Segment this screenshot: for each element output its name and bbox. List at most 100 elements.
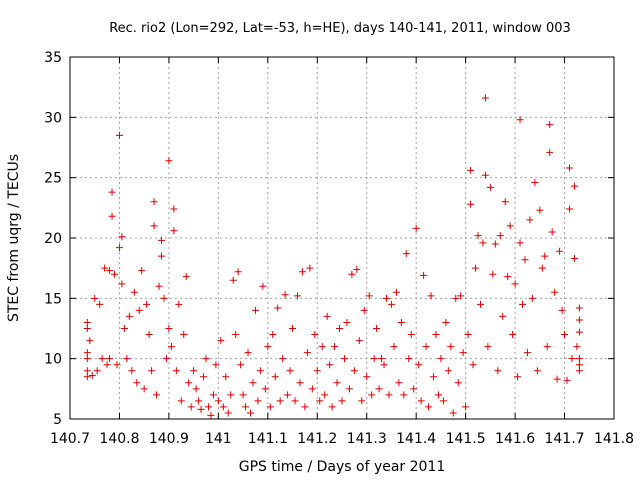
- data-point: [232, 331, 240, 339]
- axes-ticks: 140.7 140.8 140.9 141 141.1 141.2 141.3 141.4 14…: [44, 50, 634, 447]
- data-point: [326, 361, 334, 369]
- data-point: [548, 228, 556, 236]
- data-point: [373, 325, 381, 332]
- data-point: [311, 331, 319, 339]
- data-point: [531, 178, 539, 186]
- data-point: [467, 166, 475, 174]
- data-points: [83, 94, 583, 419]
- data-point: [481, 171, 489, 179]
- data-point: [111, 270, 119, 278]
- data-point: [177, 397, 185, 405]
- data-point: [209, 391, 217, 399]
- data-point: [464, 331, 472, 339]
- data-point: [565, 205, 573, 213]
- data-point: [447, 343, 455, 351]
- data-point: [115, 244, 123, 252]
- data-point: [563, 376, 571, 384]
- data-point: [224, 409, 232, 417]
- data-point: [108, 212, 116, 220]
- data-point: [279, 355, 287, 363]
- data-point: [135, 306, 143, 314]
- data-point: [546, 148, 554, 156]
- data-point: [249, 379, 257, 387]
- data-point: [165, 325, 173, 332]
- data-point: [247, 409, 255, 417]
- data-point: [130, 288, 138, 296]
- data-point: [190, 367, 198, 375]
- y-tick-label: 10: [44, 352, 62, 368]
- data-point: [481, 94, 489, 102]
- data-point: [195, 397, 203, 405]
- data-point: [457, 292, 465, 300]
- data-point: [256, 367, 264, 375]
- x-tick-label: 141: [205, 431, 232, 447]
- data-point: [400, 391, 408, 399]
- data-point: [469, 361, 477, 369]
- data-point: [197, 405, 205, 413]
- data-point: [251, 306, 259, 314]
- data-point: [429, 373, 437, 381]
- x-tick-label: 141.2: [297, 431, 337, 447]
- data-point: [516, 239, 524, 247]
- data-point: [187, 403, 195, 411]
- data-point: [516, 116, 524, 124]
- data-point: [155, 282, 163, 290]
- data-point: [140, 385, 148, 393]
- data-point: [160, 294, 168, 302]
- data-point: [254, 397, 262, 405]
- data-point: [118, 280, 126, 288]
- data-point: [293, 292, 301, 300]
- data-point: [459, 349, 467, 357]
- data-point: [486, 183, 494, 191]
- data-point: [128, 367, 136, 375]
- y-tick-label: 20: [44, 231, 62, 247]
- data-point: [281, 291, 289, 299]
- data-point: [375, 385, 383, 393]
- data-point: [521, 256, 529, 264]
- data-point: [538, 264, 546, 272]
- data-point: [214, 397, 222, 405]
- data-point: [113, 361, 121, 369]
- data-point: [150, 222, 158, 230]
- data-point: [123, 355, 131, 363]
- data-point: [321, 391, 329, 399]
- data-point: [175, 300, 183, 308]
- data-point: [103, 361, 111, 369]
- x-tick-label: 140.7: [50, 431, 90, 447]
- data-point: [511, 280, 519, 288]
- data-point: [180, 331, 188, 339]
- data-point: [568, 355, 576, 363]
- data-point: [217, 337, 225, 345]
- data-point: [284, 391, 292, 399]
- data-point: [96, 300, 104, 308]
- data-point: [323, 312, 331, 320]
- data-point: [237, 361, 245, 369]
- data-point: [83, 367, 91, 375]
- x-tick-label: 141.8: [594, 431, 634, 447]
- data-point: [395, 379, 403, 387]
- data-point: [573, 343, 581, 351]
- data-point: [519, 300, 527, 308]
- x-tick-label: 140.8: [99, 431, 139, 447]
- data-point: [153, 391, 161, 399]
- data-point: [363, 373, 371, 381]
- data-point: [266, 403, 274, 411]
- x-tick-label: 140.9: [149, 431, 189, 447]
- data-point: [172, 367, 180, 375]
- data-point: [93, 367, 101, 375]
- data-point: [556, 247, 564, 255]
- data-point: [425, 403, 433, 411]
- x-tick-label: 141.1: [248, 431, 288, 447]
- data-point: [303, 349, 311, 357]
- data-point: [494, 367, 502, 375]
- y-tick-label: 35: [44, 50, 62, 66]
- data-point: [338, 397, 346, 405]
- data-point: [365, 292, 373, 300]
- data-point: [575, 355, 583, 363]
- data-point: [415, 361, 423, 369]
- data-point: [336, 325, 344, 332]
- data-point: [575, 328, 583, 336]
- data-point: [200, 373, 208, 381]
- y-tick-label: 25: [44, 171, 62, 187]
- data-point: [239, 391, 247, 399]
